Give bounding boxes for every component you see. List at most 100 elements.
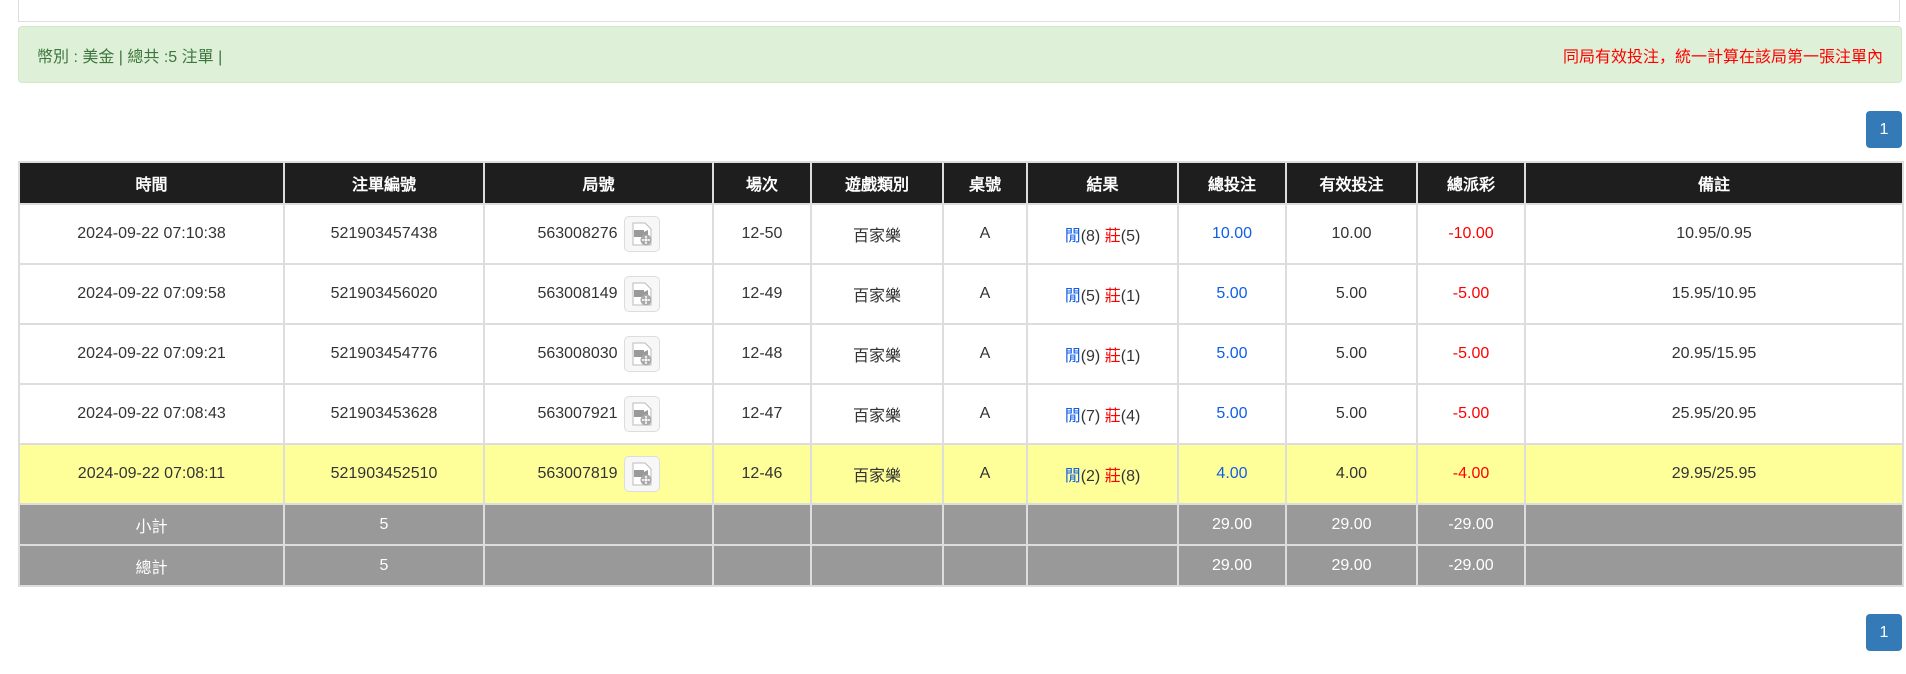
bet-id-cell: 521903454776 — [283, 323, 485, 385]
column-header: 注單編號 — [283, 161, 485, 205]
empty-cell — [942, 503, 1028, 546]
shoe-cell: 12-46 — [712, 443, 812, 505]
banker-label: 莊 — [1104, 408, 1121, 425]
total-bet-cell: 4.00 — [1177, 443, 1287, 505]
pagination-page-bottom[interactable]: 1 — [1866, 614, 1902, 651]
result-cell: 閒(8) 莊(5) — [1026, 203, 1179, 265]
round-cell: 563007921 — [483, 383, 714, 445]
empty-cell — [1524, 503, 1904, 546]
valid-bet-cell: 5.00 — [1285, 263, 1418, 325]
round-number: 563008149 — [537, 285, 618, 303]
round-number: 563008276 — [537, 225, 618, 243]
table-cell: A — [942, 323, 1028, 385]
note-cell: 25.95/20.95 — [1524, 383, 1904, 445]
empty-cell — [483, 544, 714, 587]
time-cell: 2024-09-22 07:08:43 — [18, 383, 285, 445]
column-header: 總投注 — [1177, 161, 1287, 205]
summary-payout: -29.00 — [1416, 544, 1526, 587]
time-cell: 2024-09-22 07:09:21 — [18, 323, 285, 385]
player-value: (8) — [1080, 228, 1101, 245]
summary-payout: -29.00 — [1416, 503, 1526, 546]
bet-id-cell: 521903457438 — [283, 203, 485, 265]
note-cell: 15.95/10.95 — [1524, 263, 1904, 325]
player-value: (9) — [1080, 348, 1101, 365]
summary-total-bet: 29.00 — [1177, 503, 1287, 546]
player-value: (5) — [1080, 288, 1101, 305]
note-cell: 20.95/15.95 — [1524, 323, 1904, 385]
game-type-cell: 百家樂 — [810, 443, 944, 505]
shoe-cell: 12-49 — [712, 263, 812, 325]
summary-valid-bet: 29.00 — [1285, 503, 1418, 546]
round-number: 563007921 — [537, 405, 618, 423]
table-row: 2024-09-22 07:09:21 521903454776 563008030… — [18, 323, 1904, 385]
table-cell: A — [942, 203, 1028, 265]
banker-value: (1) — [1120, 348, 1141, 365]
time-cell: 2024-09-22 07:08:11 — [18, 443, 285, 505]
column-header: 局號 — [483, 161, 714, 205]
game-type-cell: 百家樂 — [810, 203, 944, 265]
video-replay-icon[interactable] — [623, 336, 660, 372]
player-value: (2) — [1080, 468, 1101, 485]
top-panel — [18, 0, 1900, 22]
total-bet-cell: 5.00 — [1177, 263, 1287, 325]
table-header: 時間 注單編號 局號 場次 遊戲類別 桌號 結果 總投注 有效投注 總派彩 備註 — [18, 161, 1904, 205]
summary-label: 小計 — [18, 503, 285, 546]
payout-cell: -10.00 — [1416, 203, 1526, 265]
valid-bet-cell: 5.00 — [1285, 323, 1418, 385]
result-cell: 閒(2) 莊(8) — [1026, 443, 1179, 505]
column-header: 桌號 — [942, 161, 1028, 205]
bet-id-cell: 521903456020 — [283, 263, 485, 325]
empty-cell — [942, 544, 1028, 587]
round-number: 563008030 — [537, 345, 618, 363]
total-bet-cell: 5.00 — [1177, 383, 1287, 445]
result-cell: 閒(5) 莊(1) — [1026, 263, 1179, 325]
payout-cell: -5.00 — [1416, 323, 1526, 385]
column-header: 有效投注 — [1285, 161, 1418, 205]
valid-bet-cell: 10.00 — [1285, 203, 1418, 265]
payout-cell: -5.00 — [1416, 383, 1526, 445]
video-replay-icon[interactable] — [623, 216, 660, 252]
table-cell: A — [942, 263, 1028, 325]
bet-table: 時間 注單編號 局號 場次 遊戲類別 桌號 結果 總投注 有效投注 總派彩 備註 2024-09-2… — [18, 161, 1904, 587]
column-header: 遊戲類別 — [810, 161, 944, 205]
shoe-cell: 12-50 — [712, 203, 812, 265]
empty-cell — [712, 544, 812, 587]
summary-count: 5 — [283, 503, 485, 546]
summary-valid-bet: 29.00 — [1285, 544, 1418, 587]
note-cell: 10.95/0.95 — [1524, 203, 1904, 265]
player-label: 閒 — [1064, 408, 1081, 425]
bet-id-cell: 521903453628 — [283, 383, 485, 445]
table-row: 2024-09-22 07:08:11 521903452510 563007819… — [18, 443, 1904, 505]
video-replay-icon[interactable] — [623, 276, 660, 312]
round-cell: 563008030 — [483, 323, 714, 385]
banker-label: 莊 — [1104, 288, 1121, 305]
table-row: 2024-09-22 07:10:38 521903457438 563008276… — [18, 203, 1904, 265]
time-cell: 2024-09-22 07:10:38 — [18, 203, 285, 265]
video-replay-icon[interactable] — [623, 396, 660, 432]
summary-label: 總計 — [18, 544, 285, 587]
empty-cell — [1524, 544, 1904, 587]
game-type-cell: 百家樂 — [810, 383, 944, 445]
player-value: (7) — [1080, 408, 1101, 425]
valid-bet-cell: 5.00 — [1285, 383, 1418, 445]
time-cell: 2024-09-22 07:09:58 — [18, 263, 285, 325]
player-label: 閒 — [1064, 288, 1081, 305]
banker-value: (1) — [1120, 288, 1141, 305]
empty-cell — [810, 503, 944, 546]
valid-bet-cell: 4.00 — [1285, 443, 1418, 505]
summary-notice: 同局有效投注，統一計算在該局第一張注單內 — [1562, 48, 1883, 66]
result-cell: 閒(9) 莊(1) — [1026, 323, 1179, 385]
column-header: 結果 — [1026, 161, 1179, 205]
note-cell: 29.95/25.95 — [1524, 443, 1904, 505]
table-row: 2024-09-22 07:09:58 521903456020 563008149… — [18, 263, 1904, 325]
banker-value: (4) — [1120, 408, 1141, 425]
game-type-cell: 百家樂 — [810, 263, 944, 325]
video-replay-icon[interactable] — [623, 456, 660, 492]
player-label: 閒 — [1064, 228, 1081, 245]
banker-value: (8) — [1120, 468, 1141, 485]
round-cell: 563007819 — [483, 443, 714, 505]
pagination-page-top[interactable]: 1 — [1866, 111, 1902, 148]
empty-cell — [483, 503, 714, 546]
game-type-cell: 百家樂 — [810, 323, 944, 385]
bet-id-cell: 521903452510 — [283, 443, 485, 505]
